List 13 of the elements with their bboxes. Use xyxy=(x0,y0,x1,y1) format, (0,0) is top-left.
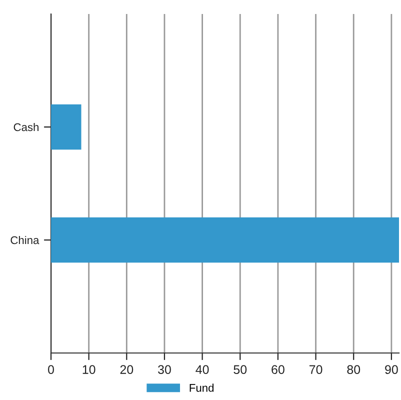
x-tick-label: 40 xyxy=(196,365,209,374)
y-tick-label: China xyxy=(10,236,40,244)
x-tick-label: 10 xyxy=(82,365,96,374)
x-tick-label: 70 xyxy=(309,365,322,374)
x-tick-label: 50 xyxy=(234,365,247,374)
x-tick-label: 30 xyxy=(158,365,171,374)
y-tick-label: Cash xyxy=(14,122,38,132)
x-tick-label: 90 xyxy=(385,365,398,374)
legend-label: Fund xyxy=(190,384,214,392)
x-tick-label: 80 xyxy=(347,365,360,374)
x-tick-label: 20 xyxy=(120,365,134,374)
x-tick-label: 60 xyxy=(272,365,284,374)
x-tick-label: 0 xyxy=(48,365,54,374)
